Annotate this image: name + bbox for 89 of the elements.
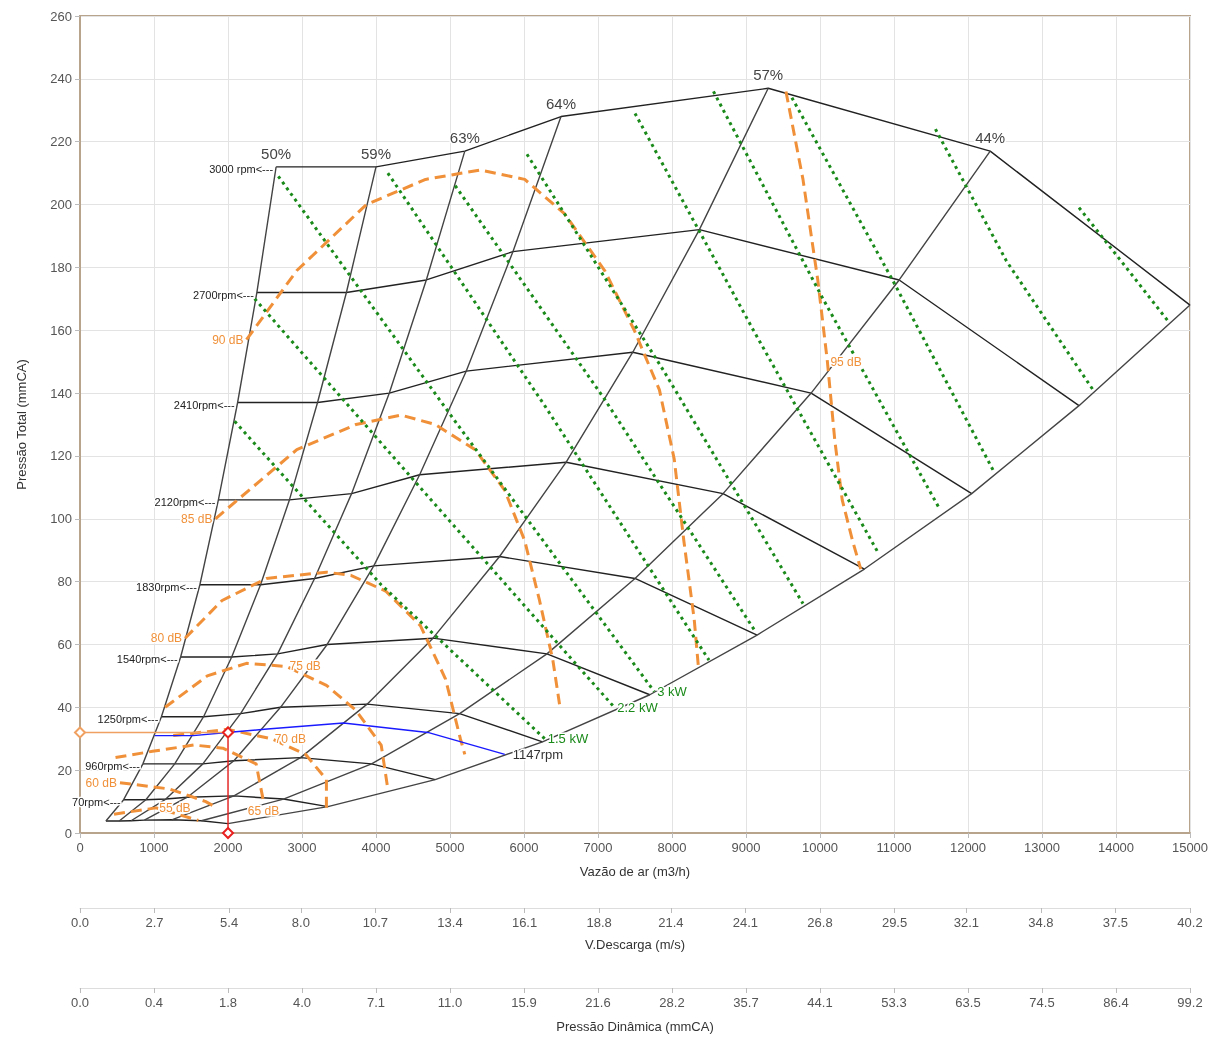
series-label: 60 dB bbox=[85, 775, 117, 790]
x2-tick-label: 16.1 bbox=[511, 915, 538, 930]
series-label: 57% bbox=[753, 66, 784, 84]
series-label: 3 kW bbox=[657, 684, 688, 700]
text: Pressão Dinâmica (mmCA) bbox=[556, 1019, 714, 1034]
x2-tick-label: 34.8 bbox=[1028, 915, 1054, 930]
text: 44.1 bbox=[807, 995, 833, 1010]
series-label: 63% bbox=[449, 129, 480, 147]
text: 28.2 bbox=[659, 995, 685, 1010]
x2-tick-label: 40.2 bbox=[1177, 915, 1203, 930]
x2-tick-label: 24.1 bbox=[732, 915, 759, 930]
text: 1.8 bbox=[218, 995, 238, 1010]
y-tick-label: 220 bbox=[50, 134, 72, 150]
text: 86.4 bbox=[1103, 995, 1129, 1010]
x2-tick-label: 5.4 bbox=[220, 915, 239, 930]
y-tick-label: 260 bbox=[50, 8, 72, 24]
series-label: 2410rpm<--- bbox=[173, 398, 235, 411]
text: 74.5 bbox=[1029, 995, 1055, 1010]
x2-tick-label: 26.8 bbox=[807, 915, 833, 930]
series-label: 44% bbox=[975, 129, 1006, 147]
x-tick-label: 0 bbox=[76, 840, 84, 855]
y-tick-label: 200 bbox=[50, 197, 72, 213]
text: 7.1 bbox=[366, 995, 386, 1010]
y-tick-label: 140 bbox=[50, 385, 72, 401]
x-tick-label: 6000 bbox=[509, 840, 539, 855]
y-tick-label: 40 bbox=[57, 699, 72, 715]
y-tick-label: 160 bbox=[50, 322, 72, 338]
x2-tick-label: 32.1 bbox=[953, 915, 979, 930]
x2-tick-label: 29.5 bbox=[881, 915, 908, 930]
y-tick-label: 100 bbox=[50, 511, 72, 527]
y-tick-label: 0 bbox=[64, 825, 72, 841]
x-tick-label: 10000 bbox=[801, 840, 839, 855]
x-tick-label: 13000 bbox=[1023, 840, 1061, 855]
x2-tick-label: 21.4 bbox=[658, 915, 684, 930]
x-tick-label: 5000 bbox=[435, 840, 465, 855]
text: 99.2 bbox=[1177, 995, 1203, 1010]
series-label: 64% bbox=[545, 94, 577, 112]
x2-axis-title: V.Descarga (m/s) bbox=[585, 937, 685, 952]
series-label: 90 dB bbox=[212, 332, 244, 347]
x-tick-label: 14000 bbox=[1097, 840, 1135, 855]
text: 53.3 bbox=[881, 995, 907, 1010]
series-label: 1540rpm<--- bbox=[116, 653, 178, 666]
y-tick-label: 180 bbox=[50, 259, 72, 275]
series-label: 65 dB bbox=[247, 803, 280, 818]
text: 0.4 bbox=[144, 995, 164, 1010]
x-tick-label: 2000 bbox=[213, 840, 243, 855]
y-tick-label: 80 bbox=[57, 574, 72, 590]
text: 21.6 bbox=[585, 995, 611, 1010]
series-label: 2700rpm<--- bbox=[193, 288, 255, 301]
series-label: 70rpm<--- bbox=[72, 795, 121, 808]
series-label: 85 dB bbox=[181, 511, 213, 526]
x-tick-label: 8000 bbox=[657, 840, 687, 855]
annotation: 1147rpm bbox=[512, 746, 564, 762]
series-label: 3000 rpm<--- bbox=[209, 162, 274, 175]
text: 0.0 bbox=[70, 995, 90, 1010]
series-label: 50% bbox=[261, 144, 292, 162]
x-tick-label: 4000 bbox=[361, 840, 391, 855]
y-tick-label: 240 bbox=[50, 71, 72, 87]
x2-tick-label: 18.8 bbox=[586, 915, 612, 930]
x-tick-label: 11000 bbox=[876, 840, 912, 855]
series-label: 80 dB bbox=[150, 631, 183, 646]
text: 63.5 bbox=[955, 995, 981, 1010]
text: 15.9 bbox=[511, 995, 537, 1010]
text: 11.0 bbox=[437, 995, 463, 1010]
x2-tick-label: 8.0 bbox=[291, 915, 310, 930]
text: 4.0 bbox=[292, 995, 312, 1010]
x2-tick-label: 0.0 bbox=[70, 915, 90, 930]
series-label: 960rpm<--- bbox=[85, 759, 141, 772]
x-tick-label: 15000 bbox=[1171, 840, 1209, 855]
x2-tick-label: 13.4 bbox=[437, 915, 463, 930]
series-label: 1250rpm<--- bbox=[97, 712, 159, 725]
x-tick-label: 1000 bbox=[139, 840, 169, 855]
y-tick-label: 20 bbox=[57, 762, 72, 778]
x2-tick-label: 2.7 bbox=[145, 915, 164, 930]
x2-tick-label: 10.7 bbox=[362, 915, 389, 930]
y-tick-label: 60 bbox=[57, 636, 72, 652]
series-label: 1830rpm<--- bbox=[136, 580, 198, 593]
x2-tick-label: 37.5 bbox=[1102, 915, 1129, 930]
x-axis-title: Vazão de ar (m3/h) bbox=[579, 864, 691, 879]
series-label: 1.5 kW bbox=[547, 731, 589, 747]
x-tick-label: 7000 bbox=[583, 840, 613, 855]
y-tick-label: 120 bbox=[50, 448, 72, 464]
text: 35.7 bbox=[733, 995, 759, 1010]
series-label: 59% bbox=[360, 144, 392, 162]
y-axis-title: Pressão Total (mmCA) bbox=[14, 359, 29, 490]
x-tick-label: 12000 bbox=[949, 840, 987, 855]
series-label: 2120rpm<--- bbox=[154, 495, 216, 508]
x-tick-label: 3000 bbox=[287, 840, 317, 855]
x-tick-label: 9000 bbox=[731, 840, 761, 855]
